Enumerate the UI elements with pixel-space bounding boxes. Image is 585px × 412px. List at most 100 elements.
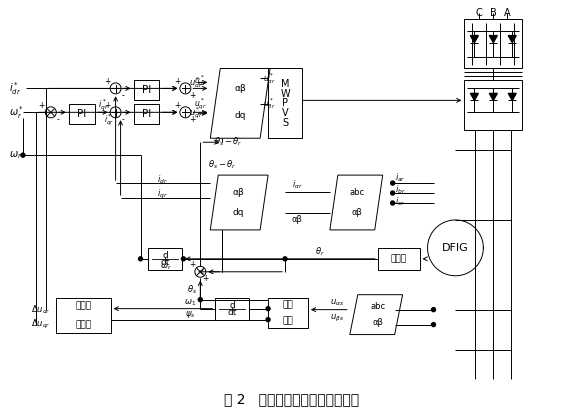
Text: 偿计算: 偿计算 bbox=[75, 301, 91, 310]
Text: $i_{αr}$: $i_{αr}$ bbox=[291, 179, 302, 191]
Text: +: + bbox=[174, 77, 181, 86]
Text: $i_{br}$: $i_{br}$ bbox=[395, 184, 405, 196]
Text: $Δu_{qr}$: $Δu_{qr}$ bbox=[32, 318, 51, 331]
Polygon shape bbox=[489, 35, 497, 42]
Circle shape bbox=[266, 318, 270, 322]
Circle shape bbox=[198, 298, 202, 302]
Circle shape bbox=[181, 257, 185, 261]
Text: PI: PI bbox=[142, 85, 151, 96]
Bar bbox=[133, 104, 160, 124]
Text: $ω_r$: $ω_r$ bbox=[9, 149, 22, 161]
Text: C: C bbox=[476, 8, 483, 18]
Circle shape bbox=[21, 153, 25, 157]
Circle shape bbox=[391, 201, 395, 205]
Text: αβ: αβ bbox=[352, 208, 362, 218]
Text: +: + bbox=[105, 101, 111, 110]
Text: αβ: αβ bbox=[291, 215, 302, 225]
Bar bbox=[133, 80, 160, 101]
Text: 磁链: 磁链 bbox=[283, 316, 294, 325]
Text: $u^*_{qr}$: $u^*_{qr}$ bbox=[194, 96, 207, 112]
Text: $i_{qr}$: $i_{qr}$ bbox=[157, 187, 168, 201]
Text: $u^*_{dr}$: $u^*_{dr}$ bbox=[194, 73, 207, 88]
Text: S: S bbox=[282, 117, 288, 128]
Text: $i_{cr}$: $i_{cr}$ bbox=[395, 196, 405, 208]
Text: $u^*_{αr}$: $u^*_{αr}$ bbox=[263, 71, 276, 86]
Circle shape bbox=[432, 323, 435, 327]
Text: +: + bbox=[189, 115, 195, 124]
Text: d: d bbox=[163, 251, 168, 260]
Bar bbox=[215, 298, 249, 320]
Text: $ω_1$: $ω_1$ bbox=[184, 297, 197, 308]
Text: -: - bbox=[56, 115, 59, 124]
Polygon shape bbox=[470, 94, 479, 101]
Text: 图 2   定子磁链定向控制系统框图: 图 2 定子磁链定向控制系统框图 bbox=[225, 392, 360, 406]
Text: dq: dq bbox=[235, 111, 246, 120]
Text: $i_{dr}$: $i_{dr}$ bbox=[157, 174, 168, 186]
Text: $ψ_s$: $ψ_s$ bbox=[185, 309, 195, 320]
Polygon shape bbox=[470, 35, 479, 42]
Text: $i^*_{qr}$: $i^*_{qr}$ bbox=[104, 112, 113, 128]
Text: d: d bbox=[229, 301, 235, 310]
Text: abc: abc bbox=[370, 302, 386, 311]
Text: +: + bbox=[189, 91, 195, 100]
Text: $θ_s-θ_r$: $θ_s-θ_r$ bbox=[214, 136, 243, 148]
Text: $θ_s$: $θ_s$ bbox=[187, 283, 197, 296]
Text: dt: dt bbox=[228, 308, 237, 317]
Text: +: + bbox=[174, 101, 181, 110]
Bar bbox=[69, 104, 95, 124]
Text: W: W bbox=[280, 89, 290, 99]
Circle shape bbox=[391, 191, 395, 195]
Text: $Δu_{dr}$: $Δu_{dr}$ bbox=[32, 303, 51, 316]
Text: A: A bbox=[504, 8, 511, 18]
Circle shape bbox=[266, 307, 270, 311]
Text: $u^*_{qr}$: $u^*_{qr}$ bbox=[188, 105, 202, 121]
Text: P: P bbox=[282, 98, 288, 108]
Bar bbox=[268, 298, 308, 328]
Text: $θ_s-θ_r$: $θ_s-θ_r$ bbox=[208, 159, 237, 171]
Text: PI: PI bbox=[77, 109, 87, 119]
Text: $i_{ar}$: $i_{ar}$ bbox=[395, 172, 405, 184]
Text: DFIG: DFIG bbox=[442, 243, 469, 253]
Text: -: - bbox=[121, 91, 124, 100]
Polygon shape bbox=[489, 94, 497, 101]
Circle shape bbox=[283, 257, 287, 261]
Text: +: + bbox=[39, 101, 45, 110]
Text: +: + bbox=[189, 260, 195, 269]
Text: PI: PI bbox=[142, 109, 151, 119]
Polygon shape bbox=[508, 94, 516, 101]
Circle shape bbox=[432, 308, 435, 311]
Bar bbox=[56, 298, 111, 332]
Text: $i^*_{dr}$: $i^*_{dr}$ bbox=[9, 80, 21, 97]
Text: $i^*_{qr}$: $i^*_{qr}$ bbox=[98, 98, 109, 113]
Circle shape bbox=[139, 257, 143, 261]
Text: αβ: αβ bbox=[372, 318, 383, 327]
Text: $u^*_{βr}$: $u^*_{βr}$ bbox=[263, 96, 276, 112]
Text: 计算: 计算 bbox=[283, 300, 294, 309]
Text: αβ: αβ bbox=[235, 84, 246, 93]
Text: $θ_r$: $θ_r$ bbox=[315, 246, 325, 258]
Text: $u_{βs}$: $u_{βs}$ bbox=[330, 313, 344, 324]
Polygon shape bbox=[508, 35, 516, 42]
Circle shape bbox=[391, 181, 395, 185]
Text: $u^*_{dr}$: $u^*_{dr}$ bbox=[188, 75, 202, 90]
Text: V: V bbox=[282, 108, 288, 118]
Text: $u_{αs}$: $u_{αs}$ bbox=[330, 297, 344, 308]
Bar bbox=[464, 19, 522, 68]
Text: 编码器: 编码器 bbox=[391, 254, 407, 263]
Text: M: M bbox=[281, 79, 289, 89]
Text: dq: dq bbox=[232, 208, 244, 218]
Text: -: - bbox=[121, 115, 124, 124]
Text: dt: dt bbox=[161, 258, 170, 267]
Text: +: + bbox=[105, 77, 111, 86]
Bar bbox=[268, 68, 302, 138]
Text: αβ: αβ bbox=[232, 187, 244, 197]
Text: +: + bbox=[202, 274, 208, 283]
Text: B: B bbox=[490, 8, 497, 18]
Text: $ω_r$: $ω_r$ bbox=[160, 262, 172, 272]
Bar bbox=[149, 248, 183, 270]
Bar bbox=[464, 80, 522, 130]
Text: $ω^*_r$: $ω^*_r$ bbox=[9, 104, 24, 121]
Text: 电压补: 电压补 bbox=[75, 320, 91, 329]
Text: abc: abc bbox=[349, 187, 364, 197]
Bar bbox=[378, 248, 419, 270]
